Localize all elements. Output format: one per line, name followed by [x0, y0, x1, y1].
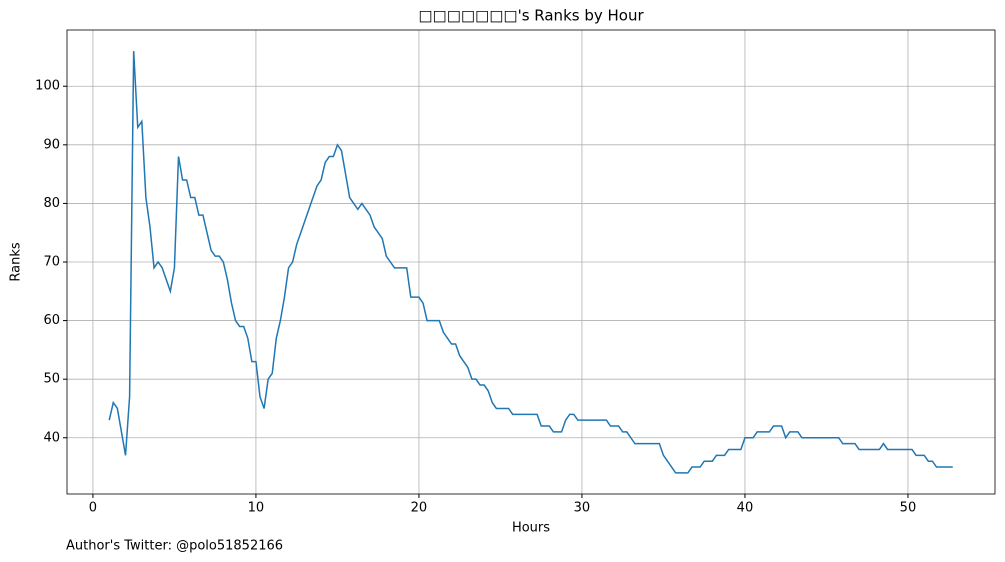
chart-title: □□□□□□□'s Ranks by Hour [418, 7, 644, 25]
x-tick-label: 0 [89, 501, 97, 516]
line [108, 51, 953, 474]
y-tick-label: 100 [35, 79, 60, 94]
x-tick-label: 10 [248, 501, 265, 516]
y-tick-label: 90 [43, 137, 60, 152]
y-tick-label: 70 [43, 255, 60, 270]
x-tick-label: 30 [574, 501, 591, 516]
y-tick-label: 40 [43, 430, 60, 445]
y-tick-label: 50 [43, 372, 60, 387]
plot-frame [66, 29, 996, 495]
x-axis-label: Hours [512, 521, 550, 536]
x-tick-label: 20 [411, 501, 428, 516]
y-tick-label: 60 [43, 313, 60, 328]
y-tick-label: 80 [43, 196, 60, 211]
x-tick-label: 50 [900, 501, 917, 516]
y-axis-label: Ranks [9, 242, 24, 281]
x-tick-label: 40 [737, 501, 754, 516]
footnote: Author's Twitter: @polo51852166 [66, 539, 283, 554]
